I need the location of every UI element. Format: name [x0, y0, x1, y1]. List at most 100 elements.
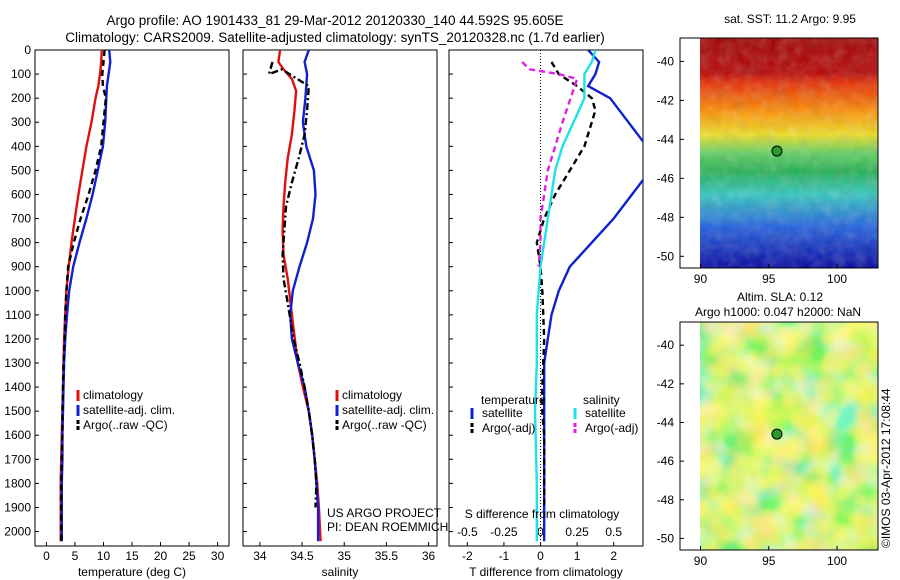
salinity-panel: 34 34.5 35 35.5 36 salinity climatologysatelli…: [242, 49, 438, 579]
difference-x-tick-label: -1: [499, 549, 510, 563]
depth-tick-label: 2000: [4, 525, 31, 539]
difference-legend-entry: satellite: [482, 406, 523, 420]
salinity-x-tick-label: 34.5: [290, 549, 314, 563]
temperature-x-tick-label: 20: [154, 549, 168, 563]
difference-legend-entry: Argo(-adj): [585, 421, 638, 435]
sst-map-panel: sat. SST: 11.2 Argo: 9.95 -40 -42 -44 -46 -4…: [657, 12, 879, 286]
difference-plot-frame: [448, 49, 644, 547]
depth-tick-label: 1400: [4, 380, 31, 394]
depth-tick-label: 1000: [4, 284, 31, 298]
sla-field: [700, 322, 878, 550]
sst-map-title: sat. SST: 11.2 Argo: 9.95: [724, 12, 856, 26]
sla-map-lat-tick-label: -40: [657, 338, 675, 352]
sla-map-lat-tick-label: -46: [657, 454, 675, 468]
difference-x-tick-label: -2: [462, 549, 473, 563]
sst-map-lon-tick-label: 90: [694, 272, 708, 286]
legend-title-salinity: salinity: [583, 393, 620, 407]
sla-map-blank-margin: [680, 322, 700, 550]
difference-x-axis-label: T difference from climatology: [469, 565, 623, 579]
sst-map-lat-tick-label: -46: [657, 171, 675, 185]
depth-tick-label: 900: [11, 260, 31, 274]
sla-map-frame: [679, 321, 879, 551]
sst-map-lat-tick-label: -42: [657, 93, 675, 107]
temperature-plot-frame: [34, 49, 230, 547]
temperature-series-group: [59, 50, 112, 542]
depth-tick-label: 300: [11, 115, 31, 129]
difference-panel: -2 -1 0 1 2 T difference from climatology -0.5…: [448, 49, 644, 579]
salinity-x-tick-label: 35.5: [375, 549, 399, 563]
sla-map-panel: Altim. SLA: 0.12 Argo h1000: 0.047 h2000…: [657, 290, 879, 568]
depth-tick-label: 0: [24, 43, 31, 57]
salinity-x-axis-label: salinity: [322, 565, 359, 579]
salinity-series-group: [267, 50, 322, 542]
depth-tick-label: 500: [11, 163, 31, 177]
legend-title-temperature: temperature: [481, 393, 546, 407]
difference-legend-entry: Argo(-adj): [482, 421, 535, 435]
temperature-panel: 0100200300400500600700800900100011001200…: [4, 43, 230, 579]
depth-tick-label: 800: [11, 236, 31, 250]
depth-tick-label: 1300: [4, 356, 31, 370]
sla-map-lat-tick-label: -50: [657, 531, 675, 545]
s-difference-tick-label: -0.25: [490, 525, 518, 539]
temperature-x-tick-label: 15: [125, 549, 139, 563]
temperature-series-satellite-adj-clim: [60, 50, 112, 542]
sst-map-lat-tick-label: -50: [657, 249, 675, 263]
sla-map-lat-tick-label: -44: [657, 415, 675, 429]
difference-series-salinity-satellite: [533, 50, 597, 542]
temperature-legend-entry: climatology: [83, 388, 143, 402]
salinity-plot-frame: [242, 49, 438, 547]
sla-map-subtitle: Argo h1000: 0.047 h2000: NaN: [695, 305, 861, 319]
pi-label: PI: DEAN ROEMMICH: [327, 520, 448, 534]
salinity-series-argo-raw-qc: [267, 61, 318, 508]
sla-map-lon-tick-label: 100: [827, 554, 847, 568]
sst-map-frame: [679, 37, 879, 269]
depth-tick-label: 100: [11, 67, 31, 81]
depth-tick-label: 1500: [4, 404, 31, 418]
depth-tick-label: 1100: [5, 308, 31, 322]
temperature-x-tick-label: 5: [72, 549, 79, 563]
temperature-x-axis-label: temperature (deg C): [78, 565, 186, 579]
temperature-x-tick-label: 10: [97, 549, 111, 563]
temperature-x-tick-label: 30: [211, 549, 225, 563]
depth-tick-label: 400: [11, 139, 31, 153]
temperature-x-tick-label: 0: [43, 549, 50, 563]
sla-map-lon-tick-label: 90: [694, 554, 708, 568]
difference-top-axis-label: S difference from climatology: [465, 507, 620, 521]
sst-map-lat-tick-label: -44: [657, 132, 675, 146]
depth-tick-label: 700: [11, 212, 31, 226]
difference-series-salinity-argo-adj: [521, 61, 579, 267]
project-label: US ARGO PROJECT: [327, 506, 442, 520]
difference-x-tick-label: 0: [537, 549, 544, 563]
temperature-legend-entry: Argo(..raw -QC): [83, 418, 168, 432]
temperature-series-argo-raw-qc: [60, 50, 108, 542]
sst-map-lat-tick-label: -40: [657, 54, 675, 68]
sla-map-title: Altim. SLA: 0.12: [737, 290, 823, 304]
s-difference-tick-label: -0.5: [457, 525, 478, 539]
difference-x-tick-label: 2: [610, 549, 617, 563]
depth-tick-label: 600: [11, 187, 31, 201]
salinity-x-tick-label: 34: [253, 549, 267, 563]
sla-map-lon-tick-label: 95: [762, 554, 776, 568]
sla-map-argo-position-marker: [771, 428, 783, 440]
s-difference-tick-label: 0.5: [605, 525, 622, 539]
salinity-legend-entry: Argo(..raw -QC): [342, 418, 427, 432]
salinity-x-tick-label: 35: [338, 549, 352, 563]
credit-label: ©IMOS 03-Apr-2012 17:08:44: [879, 388, 893, 548]
depth-tick-label: 1900: [4, 500, 31, 514]
sst-map-lat-tick-label: -48: [657, 210, 675, 224]
sst-map-argo-position-marker: [771, 145, 783, 157]
difference-legend-entry: satellite: [585, 406, 626, 420]
s-difference-tick-label: 0: [537, 525, 544, 539]
sst-map-lon-tick-label: 100: [827, 272, 847, 286]
salinity-legend-entry: satellite-adj. clim.: [342, 403, 434, 417]
salinity-legend-entry: climatology: [342, 388, 402, 402]
sst-map-lon-tick-label: 95: [762, 272, 776, 286]
salinity-x-tick-label: 36: [422, 549, 436, 563]
sla-map-lat-tick-label: -42: [657, 377, 675, 391]
depth-tick-label: 200: [11, 91, 31, 105]
temperature-x-tick-label: 25: [182, 549, 196, 563]
depth-tick-label: 1600: [4, 428, 31, 442]
figure-title-line1: Argo profile: AO 1901433_81 29-Mar-2012 …: [106, 13, 563, 28]
sla-map-lat-tick-label: -48: [657, 493, 675, 507]
